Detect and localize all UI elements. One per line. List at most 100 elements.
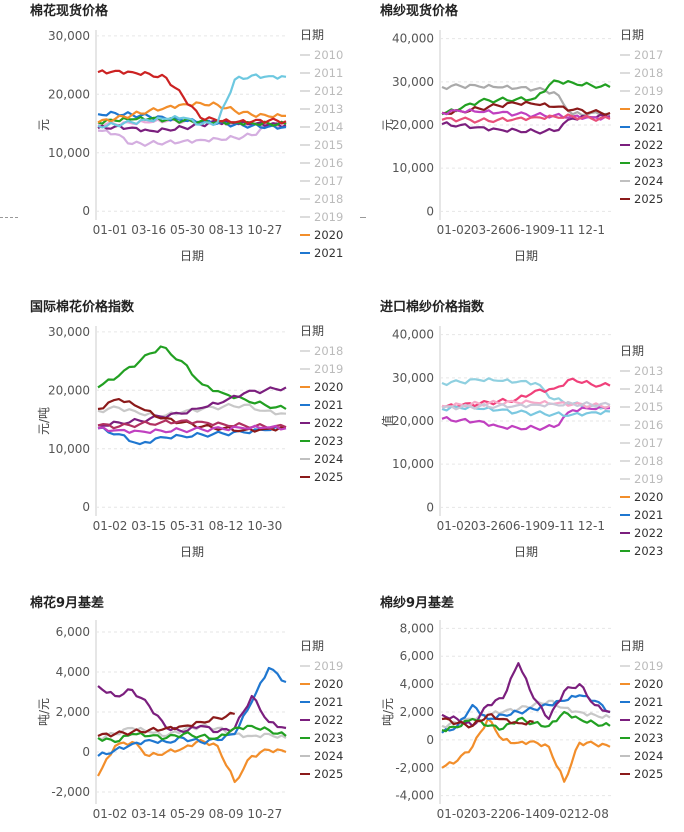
x-tick-label: 12-08 — [574, 807, 609, 821]
legend-item[interactable]: 2021 — [634, 508, 663, 522]
legend-item[interactable]: 2021 — [314, 695, 343, 709]
series-line-2020 — [97, 425, 287, 446]
series-line-2025 — [441, 713, 534, 729]
legend-item[interactable]: 2013 — [634, 364, 663, 378]
legend-item[interactable]: 2021 — [314, 246, 343, 260]
legend-item[interactable]: 2019 — [634, 472, 663, 486]
legend-item[interactable]: 2017 — [314, 174, 343, 188]
x-tick-label: 03-22 — [471, 807, 506, 821]
series-line-2019 — [441, 405, 611, 431]
legend-item[interactable]: 2022 — [314, 713, 343, 727]
legend-item[interactable]: 2024 — [314, 749, 343, 763]
x-tick-label: 09-11 — [540, 223, 575, 237]
series-line-2025 — [97, 711, 236, 738]
legend-item[interactable]: 2020 — [314, 228, 343, 242]
chart-panel-1: 棉纱现货价格 0 10,000 20,000 30,000 40,000 01-02 03-2… — [380, 0, 684, 265]
legend-item[interactable]: 2019 — [314, 659, 343, 673]
legend-item[interactable]: 2019 — [634, 84, 663, 98]
series-line-2020 — [97, 738, 287, 784]
x-tick-label: 12-1 — [578, 223, 605, 237]
x-tick-label: 08-12 — [209, 519, 244, 533]
chart-panel-3: 进口棉纱价格指数 0 10,000 20,000 30,000 40,000 01-02 03… — [380, 296, 684, 561]
legend-item[interactable]: 2012 — [314, 84, 343, 98]
legend-item[interactable]: 2017 — [634, 48, 663, 62]
legend-item[interactable]: 2020 — [314, 380, 343, 394]
legend-item[interactable]: 2010 — [314, 48, 343, 62]
legend-item[interactable]: 2014 — [314, 120, 343, 134]
x-tick-label: 01-02 — [437, 807, 472, 821]
y-tick-label: 30,000 — [48, 29, 90, 43]
y-tick-label: 8,000 — [400, 621, 434, 635]
series-line-2021 — [97, 666, 287, 757]
legend-item[interactable]: 2025 — [314, 470, 343, 484]
legend-item[interactable]: 2017 — [634, 436, 663, 450]
y-tick-label: 40,000 — [392, 32, 434, 46]
legend-item[interactable]: 2025 — [634, 767, 663, 781]
legend-item[interactable]: 2014 — [634, 382, 663, 396]
mid-separator — [360, 217, 366, 218]
left-separator — [0, 217, 18, 218]
x-tick-label: 01-01 — [93, 223, 128, 237]
legend-item[interactable]: 2015 — [634, 400, 663, 414]
x-tick-label: 03-14 — [131, 807, 166, 821]
legend-item[interactable]: 2011 — [314, 66, 343, 80]
y-tick-label: 20,000 — [48, 87, 90, 101]
chart-svg: 0 10,000 20,000 30,000 40,000 01-02 03-26 06-19… — [381, 28, 663, 263]
y-tick-label: 2,000 — [400, 705, 434, 719]
legend-item[interactable]: 2021 — [634, 120, 663, 134]
legend-item[interactable]: 2016 — [634, 418, 663, 432]
legend-item[interactable]: 2022 — [634, 138, 663, 152]
legend-item[interactable]: 2018 — [314, 192, 343, 206]
y-tick-label: 10,000 — [392, 457, 434, 471]
legend-item[interactable]: 2024 — [314, 452, 343, 466]
legend-item[interactable]: 2024 — [634, 174, 663, 188]
legend-item[interactable]: 2021 — [314, 398, 343, 412]
legend-item[interactable]: 2024 — [634, 749, 663, 763]
series-line-2020 — [441, 717, 611, 783]
legend-item[interactable]: 2023 — [314, 731, 343, 745]
legend-item[interactable]: 2023 — [634, 156, 663, 170]
legend-item[interactable]: 2018 — [634, 454, 663, 468]
legend-item[interactable]: 2019 — [634, 659, 663, 673]
x-tick-label: 01-02 — [437, 223, 472, 237]
y-tick-label: 0 — [426, 733, 434, 747]
legend-item[interactable]: 2025 — [634, 192, 663, 206]
legend-item[interactable]: 2020 — [634, 677, 663, 691]
legend-item[interactable]: 2020 — [634, 102, 663, 116]
series-line-2021 — [97, 386, 287, 427]
legend-item[interactable]: 2023 — [314, 434, 343, 448]
legend-item[interactable]: 2015 — [314, 138, 343, 152]
legend-item[interactable]: 2023 — [634, 544, 663, 558]
legend-item[interactable]: 2023 — [634, 731, 663, 745]
x-tick-label: 10-27 — [247, 223, 282, 237]
y-tick-label: 2,000 — [56, 705, 90, 719]
legend-item[interactable]: 2025 — [314, 767, 343, 781]
series-line-2024 — [97, 69, 287, 125]
legend-item[interactable]: 2019 — [314, 210, 343, 224]
legend-item[interactable]: 2016 — [314, 156, 343, 170]
legend-title: 日期 — [620, 344, 644, 358]
chart-title: 进口棉纱价格指数 — [380, 300, 485, 315]
legend-title: 日期 — [620, 28, 644, 42]
series-line-2018 — [97, 402, 287, 418]
legend-item[interactable]: 2021 — [634, 695, 663, 709]
series-line-2019 — [97, 121, 287, 147]
legend-item[interactable]: 2018 — [314, 344, 343, 358]
legend-item[interactable]: 2022 — [634, 526, 663, 540]
legend-item[interactable]: 2020 — [314, 677, 343, 691]
x-tick-label: 09-02 — [540, 807, 575, 821]
x-tick-label: 06-19 — [505, 519, 540, 533]
x-axis-label: 日期 — [180, 249, 204, 263]
legend-item[interactable]: 2013 — [314, 102, 343, 116]
legend-item[interactable]: 2022 — [314, 416, 343, 430]
x-tick-label: 01-02 — [93, 807, 128, 821]
legend-item[interactable]: 2020 — [634, 490, 663, 504]
series-line-2025 — [97, 73, 287, 129]
legend-item[interactable]: 2022 — [634, 713, 663, 727]
x-axis-label: 日期 — [514, 249, 538, 263]
y-tick-label: 0 — [426, 500, 434, 514]
x-axis-label: 日期 — [514, 545, 538, 559]
x-tick-label: 03-15 — [131, 519, 166, 533]
legend-item[interactable]: 2018 — [634, 66, 663, 80]
legend-item[interactable]: 2019 — [314, 362, 343, 376]
